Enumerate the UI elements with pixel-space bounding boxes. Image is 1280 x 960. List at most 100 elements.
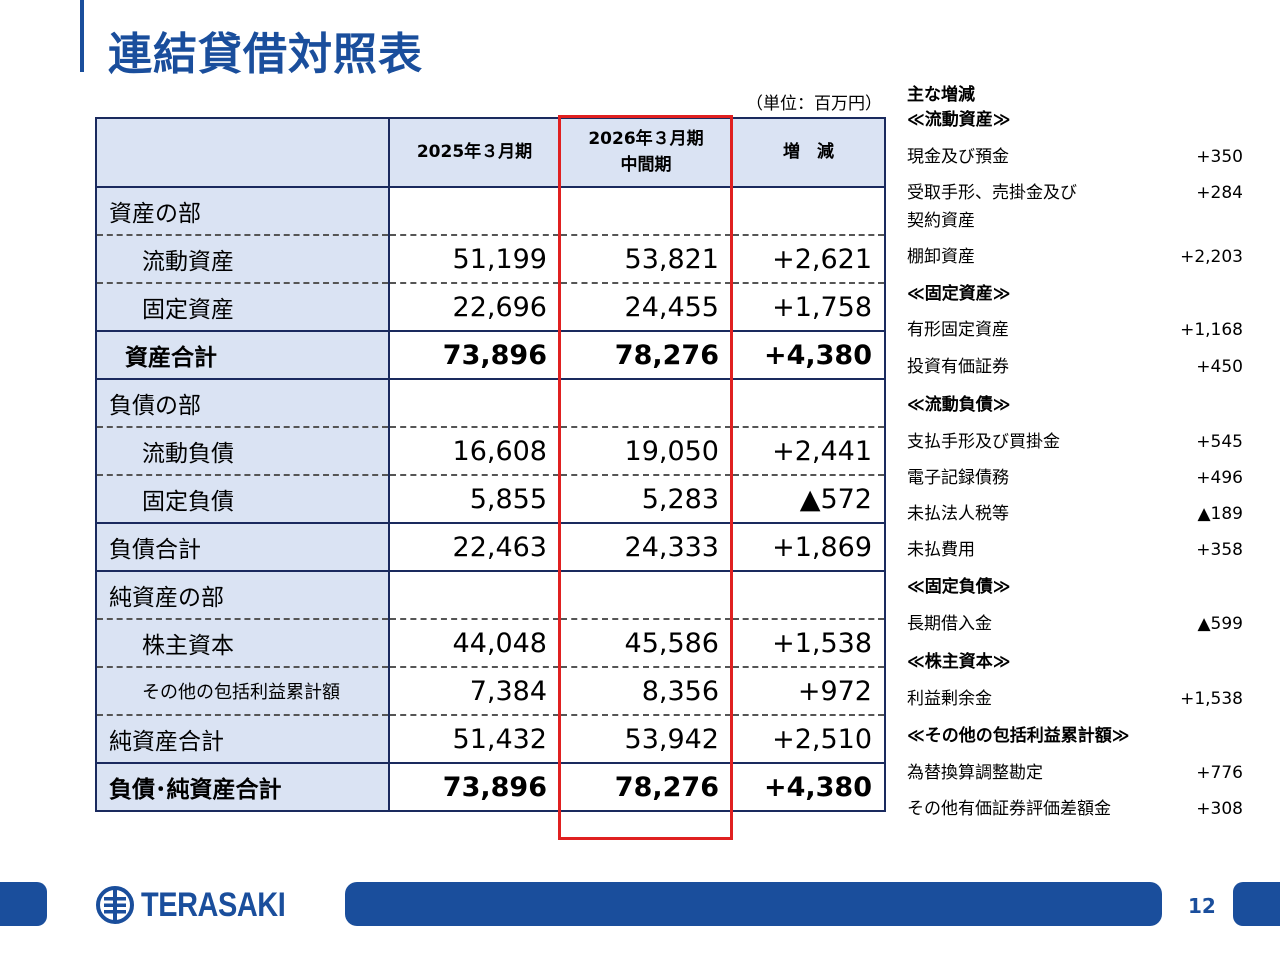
value-change: +1,538 [731,618,886,668]
table-row: 流動負債 16,608 19,050 +2,441 [95,426,886,476]
row-label: 負債の部 [95,378,390,428]
row-label: 固定資産 [95,282,390,332]
value-fy2026 [559,570,733,620]
value-change: +1,758 [731,282,886,332]
page-number: 12 [1188,894,1216,918]
footer-bar [345,882,1162,926]
value-fy2026: 24,333 [559,522,733,572]
row-label: 資産合計 [95,330,390,380]
notes-category: ≪株主資本≫ [907,652,1011,672]
value-fy2026 [559,378,733,428]
value-fy2026: 5,283 [559,474,733,524]
unit-label: （単位：百万円） [746,94,882,114]
value-fy2025: 44,048 [388,618,561,668]
value-fy2025: 51,199 [388,234,561,284]
value-fy2025: 22,463 [388,522,561,572]
notes-category: ≪流動負債≫ [907,395,1011,415]
value-fy2026: 53,942 [559,714,733,764]
value-fy2026 [559,186,733,236]
key-changes-panel: 主な増減 ≪流動資産≫ 現金及び預金 +350 受取手形、売掛金及び +284 契約… [907,85,1243,819]
company-logo: TERASAKI [95,884,311,926]
value-fy2025 [388,186,561,236]
footer-bar-right [1233,882,1280,926]
value-fy2026: 78,276 [559,330,733,380]
value-change: +2,441 [731,426,886,476]
value-change: +972 [731,666,886,716]
title-accent-bar [80,0,84,72]
value-fy2025: 16,608 [388,426,561,476]
value-fy2025 [388,378,561,428]
notes-item: 電子記録債務 +496 [907,468,1243,488]
value-change [731,378,886,428]
header-fy2025: 2025年３月期 [388,117,561,188]
value-change: +2,510 [731,714,886,764]
table-row: 株主資本 44,048 45,586 +1,538 [95,618,886,668]
table-row-subtotal: 負債合計 22,463 24,333 +1,869 [95,522,886,572]
value-fy2026: 19,050 [559,426,733,476]
notes-item: 未払費用 +358 [907,540,1243,560]
header-blank [95,117,390,188]
row-label: その他の包括利益累計額 [95,666,390,716]
table-row: 固定資産 22,696 24,455 +1,758 [95,282,886,332]
value-fy2026: 8,356 [559,666,733,716]
page-title: 連結貸借対照表 [108,29,423,80]
row-label: 純資産合計 [95,714,390,764]
row-label: 流動負債 [95,426,390,476]
value-fy2026: 24,455 [559,282,733,332]
notes-item: 棚卸資産 +2,203 [907,247,1243,267]
value-fy2025: 73,896 [388,762,561,812]
notes-item: 受取手形、売掛金及び +284 [907,183,1243,203]
table-header-row: 2025年３月期 2026年３月期 中間期 増 減 [95,117,886,188]
table-row: 固定負債 5,855 5,283 ▲572 [95,474,886,524]
table-row-total: 負債･純資産合計 73,896 78,276 +4,380 [95,762,886,812]
notes-item: 未払法人税等 ▲189 [907,504,1243,524]
value-fy2026: 45,586 [559,618,733,668]
value-fy2025: 22,696 [388,282,561,332]
balance-sheet-table: 2025年３月期 2026年３月期 中間期 増 減 資産の部 流動資産 51,1… [95,117,886,812]
notes-title: 主な増減 [907,85,975,105]
row-label: 固定負債 [95,474,390,524]
notes-item: その他有価証券評価差額金 +308 [907,799,1243,819]
table-row: 流動資産 51,199 53,821 +2,621 [95,234,886,284]
notes-category: ≪固定資産≫ [907,284,1011,304]
table-row: 純資産の部 [95,570,886,620]
table-row-total: 資産合計 73,896 78,276 +4,380 [95,330,886,380]
header-change: 増 減 [731,117,886,188]
value-change: +4,380 [731,762,886,812]
value-fy2025: 73,896 [388,330,561,380]
row-label: 負債合計 [95,522,390,572]
notes-item: 為替換算調整勘定 +776 [907,763,1243,783]
value-fy2025: 5,855 [388,474,561,524]
notes-item: 支払手形及び買掛金 +545 [907,432,1243,452]
notes-item: 現金及び預金 +350 [907,147,1243,167]
value-change [731,186,886,236]
value-fy2025: 7,384 [388,666,561,716]
notes-item-continuation: 契約資産 [907,211,975,231]
row-label: 純資産の部 [95,570,390,620]
value-change [731,570,886,620]
value-change: +4,380 [731,330,886,380]
footer-bar-left [0,882,47,926]
row-label: 負債･純資産合計 [95,762,390,812]
notes-item: 利益剰余金 +1,538 [907,689,1243,709]
notes-category: ≪流動資産≫ [907,110,1011,130]
notes-category: ≪固定負債≫ [907,577,1011,597]
notes-item: 長期借入金 ▲599 [907,614,1243,634]
row-label: 流動資産 [95,234,390,284]
table-row: 資産の部 [95,186,886,236]
notes-item: 有形固定資産 +1,168 [907,320,1243,340]
value-change: ▲572 [731,474,886,524]
notes-category: ≪その他の包括利益累計額≫ [907,726,1130,746]
value-fy2026: 78,276 [559,762,733,812]
row-label: 株主資本 [95,618,390,668]
value-fy2025 [388,570,561,620]
value-change: +1,869 [731,522,886,572]
notes-item: 投資有価証券 +450 [907,357,1243,377]
table-row: その他の包括利益累計額 7,384 8,356 +972 [95,666,886,716]
value-fy2025: 51,432 [388,714,561,764]
value-fy2026: 53,821 [559,234,733,284]
terasaki-logo-icon [96,886,134,924]
value-change: +2,621 [731,234,886,284]
row-label: 資産の部 [95,186,390,236]
table-row: 負債の部 [95,378,886,428]
